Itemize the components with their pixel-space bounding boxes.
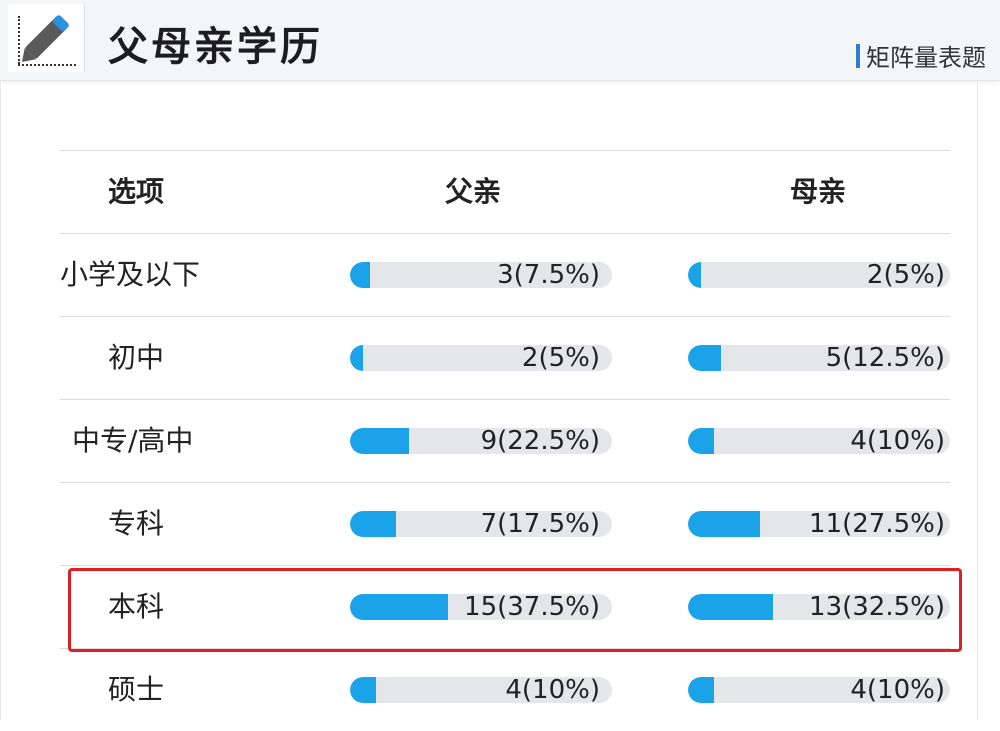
father-value: 2(5%) [521, 343, 600, 373]
row-label: 硕士 [108, 673, 165, 706]
father-progress-bar [350, 428, 612, 454]
father-value: 4(10%) [505, 675, 600, 705]
table-row: 硕士 4(10%) 4(10%) [60, 648, 950, 731]
edit-pencil-icon [8, 4, 85, 72]
column-header-option: 选项 [108, 175, 165, 208]
table-row: 初中 2(5%) 5(12.5%) [60, 316, 950, 399]
row-label: 小学及以下 [60, 258, 201, 291]
father-value: 9(22.5%) [480, 426, 600, 456]
father-progress-bar [350, 262, 612, 288]
mother-progress-bar [688, 594, 950, 620]
mother-value: 4(10%) [850, 426, 945, 456]
table-row: 专科 7(17.5%) 11(27.5%) [60, 482, 950, 565]
question-type-label: 矩阵量表题 [866, 44, 986, 72]
row-label: 本科 [108, 590, 165, 623]
mother-progress-bar [688, 345, 950, 371]
mother-progress-bar [688, 428, 950, 454]
tag-accent-bar [856, 43, 860, 68]
table-row-highlighted: 本科 15(37.5%) 13(32.5%) [60, 565, 950, 648]
row-label: 初中 [108, 341, 165, 374]
left-border [0, 80, 1, 720]
page-header: 父母亲学历 矩阵量表题 [0, 0, 1000, 81]
column-header-mother: 母亲 [790, 175, 847, 208]
right-border [977, 80, 978, 720]
column-header-father: 父亲 [445, 175, 502, 208]
row-label: 专科 [108, 507, 165, 540]
father-value: 7(17.5%) [480, 509, 600, 539]
table-row: 中专/高中 9(22.5%) 4(10%) [60, 399, 950, 482]
mother-value: 11(27.5%) [809, 509, 945, 539]
father-progress-bar [350, 677, 612, 703]
mother-progress-bar [688, 677, 950, 703]
father-value: 15(37.5%) [464, 592, 600, 622]
father-progress-bar [350, 594, 612, 620]
mother-value: 5(12.5%) [825, 343, 945, 373]
father-value: 3(7.5%) [497, 260, 600, 290]
mother-progress-bar [688, 511, 950, 537]
page-title: 父母亲学历 [108, 24, 323, 70]
mother-value: 4(10%) [850, 675, 945, 705]
mother-progress-bar [688, 262, 950, 288]
matrix-table: 选项 父亲 母亲 小学及以下 3(7.5%) 2(5%) 初中 2(5%) 5(… [60, 150, 950, 731]
mother-value: 13(32.5%) [809, 592, 945, 622]
father-progress-bar [350, 511, 612, 537]
table-header-row: 选项 父亲 母亲 [60, 150, 950, 233]
table-row: 小学及以下 3(7.5%) 2(5%) [60, 233, 950, 316]
highlight-box [68, 568, 962, 652]
father-progress-bar [350, 345, 612, 371]
question-type-tag: 矩阵量表题 [856, 38, 986, 73]
row-label: 中专/高中 [72, 424, 194, 457]
mother-value: 2(5%) [866, 260, 945, 290]
